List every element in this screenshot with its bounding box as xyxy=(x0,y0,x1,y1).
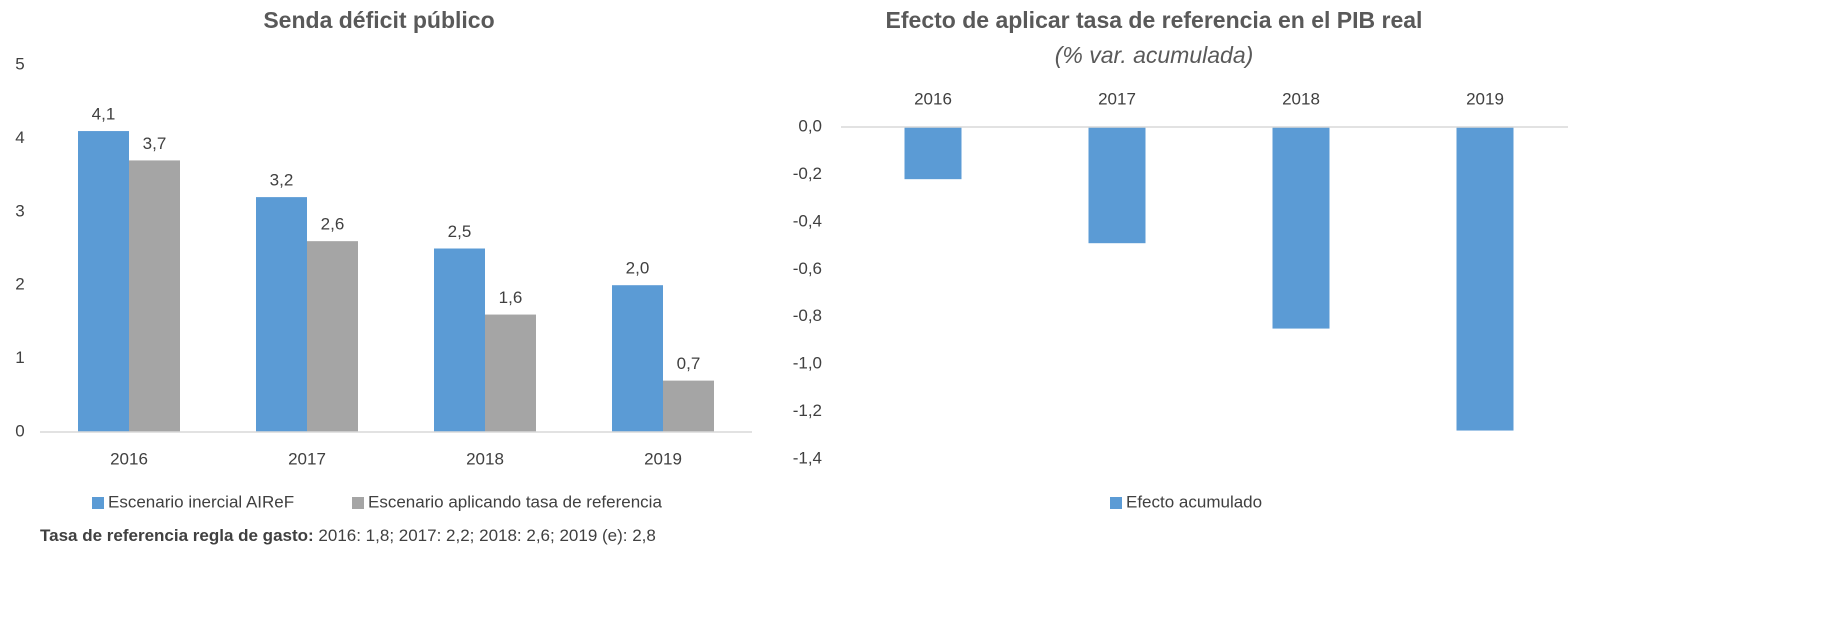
y-tick-label: 1 xyxy=(15,348,24,367)
y-tick-label: -0,4 xyxy=(793,211,822,230)
bar xyxy=(904,127,962,180)
bar xyxy=(663,380,714,432)
chart-title: Senda déficit público xyxy=(263,7,494,33)
y-tick-label: -0,6 xyxy=(793,259,822,278)
data-label: 2,5 xyxy=(448,222,472,241)
y-tick-label: 5 xyxy=(15,54,24,73)
y-tick-label: 2 xyxy=(15,275,24,294)
x-tick-label: 2019 xyxy=(644,449,682,468)
bar xyxy=(485,314,536,432)
data-label: 2,6 xyxy=(321,215,345,234)
legend-label: Efecto acumulado xyxy=(1126,492,1262,511)
x-tick-label: 2017 xyxy=(288,449,326,468)
y-tick-label: 3 xyxy=(15,201,24,220)
y-tick-label: -1,0 xyxy=(793,354,822,373)
chart-subtitle: (% var. acumulada) xyxy=(1055,42,1254,68)
y-tick-label: -1,4 xyxy=(793,448,822,467)
note-label: Tasa de referencia regla de gasto: xyxy=(40,526,314,545)
data-label: 3,7 xyxy=(143,134,167,153)
bar xyxy=(307,241,358,432)
data-label: 2,0 xyxy=(626,259,650,278)
x-tick-label: 2017 xyxy=(1098,89,1136,108)
legend-label: Escenario inercial AIReF xyxy=(108,492,294,511)
bar xyxy=(256,197,307,432)
y-tick-label: -0,8 xyxy=(793,306,822,325)
data-label: 4,1 xyxy=(92,105,116,124)
bar xyxy=(1456,127,1514,431)
y-tick-label: 4 xyxy=(15,128,24,147)
x-tick-label: 2018 xyxy=(1282,89,1320,108)
bar xyxy=(612,285,663,432)
y-tick-label: 0,0 xyxy=(798,116,822,135)
data-label: 1,6 xyxy=(499,288,523,307)
note-text: 2016: 1,8; 2017: 2,2; 2018: 2,6; 2019 (e… xyxy=(318,526,655,545)
x-tick-label: 2016 xyxy=(914,89,952,108)
bar xyxy=(434,248,485,432)
legend-label: Escenario aplicando tasa de referencia xyxy=(368,492,662,511)
bar xyxy=(129,160,180,433)
legend-swatch xyxy=(1110,497,1122,509)
x-tick-label: 2018 xyxy=(466,449,504,468)
data-label: 0,7 xyxy=(677,354,701,373)
bar xyxy=(1088,127,1146,244)
legend-swatch xyxy=(352,497,364,509)
bar xyxy=(1272,127,1330,329)
legend-swatch xyxy=(92,497,104,509)
chart-title: Efecto de aplicar tasa de referencia en … xyxy=(886,7,1423,33)
x-tick-label: 2016 xyxy=(110,449,148,468)
y-tick-label: 0 xyxy=(15,421,24,440)
note: Tasa de referencia regla de gasto: 2016:… xyxy=(40,526,656,545)
data-label: 3,2 xyxy=(270,171,294,190)
x-tick-label: 2019 xyxy=(1466,89,1504,108)
y-tick-label: -0,2 xyxy=(793,164,822,183)
y-tick-label: -1,2 xyxy=(793,401,822,420)
bar xyxy=(78,131,129,432)
